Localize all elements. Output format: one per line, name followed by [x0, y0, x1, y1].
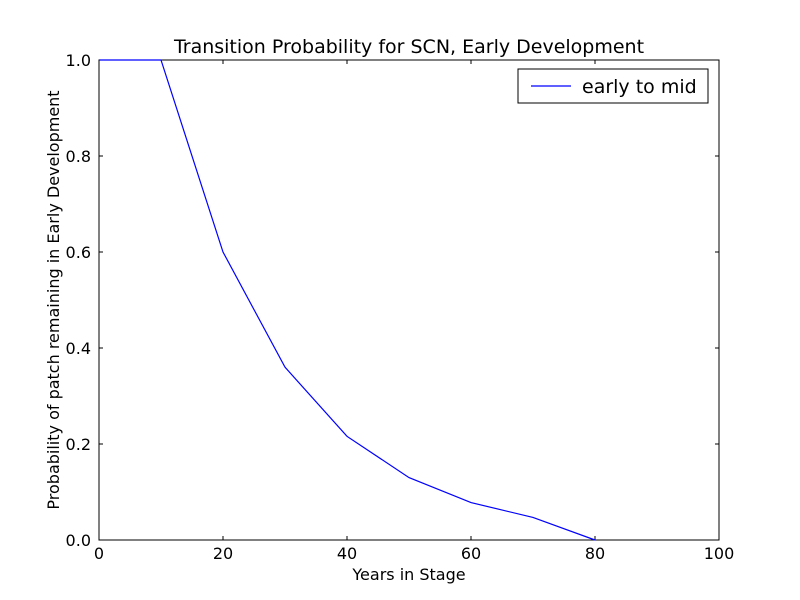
x-tick-labels: 0 20 40 60 80 100: [94, 544, 734, 563]
plot-area: 0 20 40 60 80 100 0.0 0.2 0.4 0.6 0.8 1.0: [66, 51, 735, 563]
axes-frame: [98, 59, 720, 541]
series-line-early-to-mid: [99, 59, 596, 541]
x-tick-label: 0: [94, 544, 104, 563]
tick-marks: [98, 59, 720, 541]
y-tick-label: 0.8: [66, 147, 91, 166]
y-tick-label: 0.4: [66, 339, 91, 358]
x-tick-label: 20: [213, 544, 233, 563]
legend: early to mid: [517, 68, 709, 104]
y-tick-labels: 0.0 0.2 0.4 0.6 0.8 1.0: [66, 51, 91, 550]
legend-label-early-to-mid: early to mid: [582, 76, 697, 98]
x-axis-label: Years in Stage: [351, 565, 465, 584]
y-tick-label: 0.2: [66, 435, 91, 454]
y-tick-label: 0.0: [66, 531, 91, 550]
x-tick-label: 40: [337, 544, 357, 563]
series-layer: [99, 59, 596, 541]
y-tick-label: 0.6: [66, 243, 91, 262]
y-axis-label: Probability of patch remaining in Early …: [44, 90, 63, 509]
x-tick-label: 60: [461, 544, 481, 563]
x-tick-label: 80: [585, 544, 605, 563]
y-tick-label: 1.0: [66, 51, 91, 70]
x-tick-label: 100: [704, 544, 735, 563]
chart-title: Transition Probability for SCN, Early De…: [173, 36, 644, 58]
